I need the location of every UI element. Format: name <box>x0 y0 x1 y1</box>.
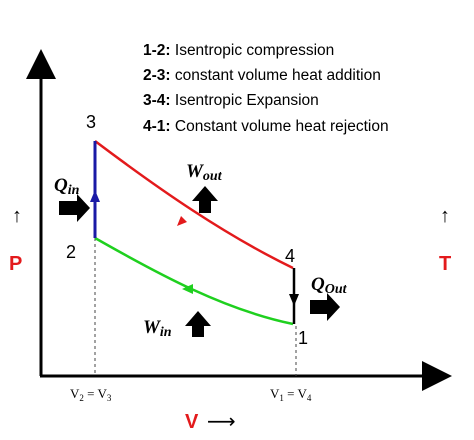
state-label-2: 2 <box>66 242 76 262</box>
legend-item-2-3: 2-3: constant volume heat addition <box>143 67 381 84</box>
expansion-direction-arrow <box>177 216 187 226</box>
state-label-4: 4 <box>285 246 295 266</box>
w-out-arrow <box>192 186 218 213</box>
heat-rejection-direction-arrow <box>289 294 299 306</box>
v-axis-label: V <box>185 411 199 433</box>
q-out-label: QOut <box>311 274 348 297</box>
heat-addition-direction-arrow <box>90 190 100 202</box>
w-out-label: Wout <box>186 161 223 184</box>
q-out-arrow <box>310 293 340 321</box>
tick-v2-v3: V2 = V3 <box>70 386 112 403</box>
q-in-arrow <box>59 194 90 222</box>
t-axis-arrow: ↑ <box>440 205 450 227</box>
state-label-3: 3 <box>86 112 96 132</box>
v-axis-arrow: ⟶ <box>207 411 236 433</box>
axes <box>26 49 452 391</box>
curve-isentropic-expansion <box>94 140 294 270</box>
legend-item-3-4: 3-4: Isentropic Expansion <box>143 92 319 109</box>
legend-item-4-1: 4-1: Constant volume heat rejection <box>143 118 389 135</box>
t-axis-label: T <box>439 253 451 275</box>
legend-item-1-2: 1-2: Isentropic compression <box>143 42 334 59</box>
p-axis-arrow: ↑ <box>12 205 22 227</box>
legend: 1-2: Isentropic compression 2-3: constan… <box>143 42 389 135</box>
w-in-arrow <box>185 311 211 337</box>
p-axis-label: P <box>9 253 22 275</box>
tick-v1-v4: V1 = V4 <box>270 386 312 403</box>
w-in-label: Win <box>143 317 172 340</box>
q-in-label: Qin <box>54 175 80 198</box>
state-label-1: 1 <box>298 328 308 348</box>
curve-isentropic-compression <box>94 236 294 326</box>
compression-direction-arrow <box>182 284 193 294</box>
